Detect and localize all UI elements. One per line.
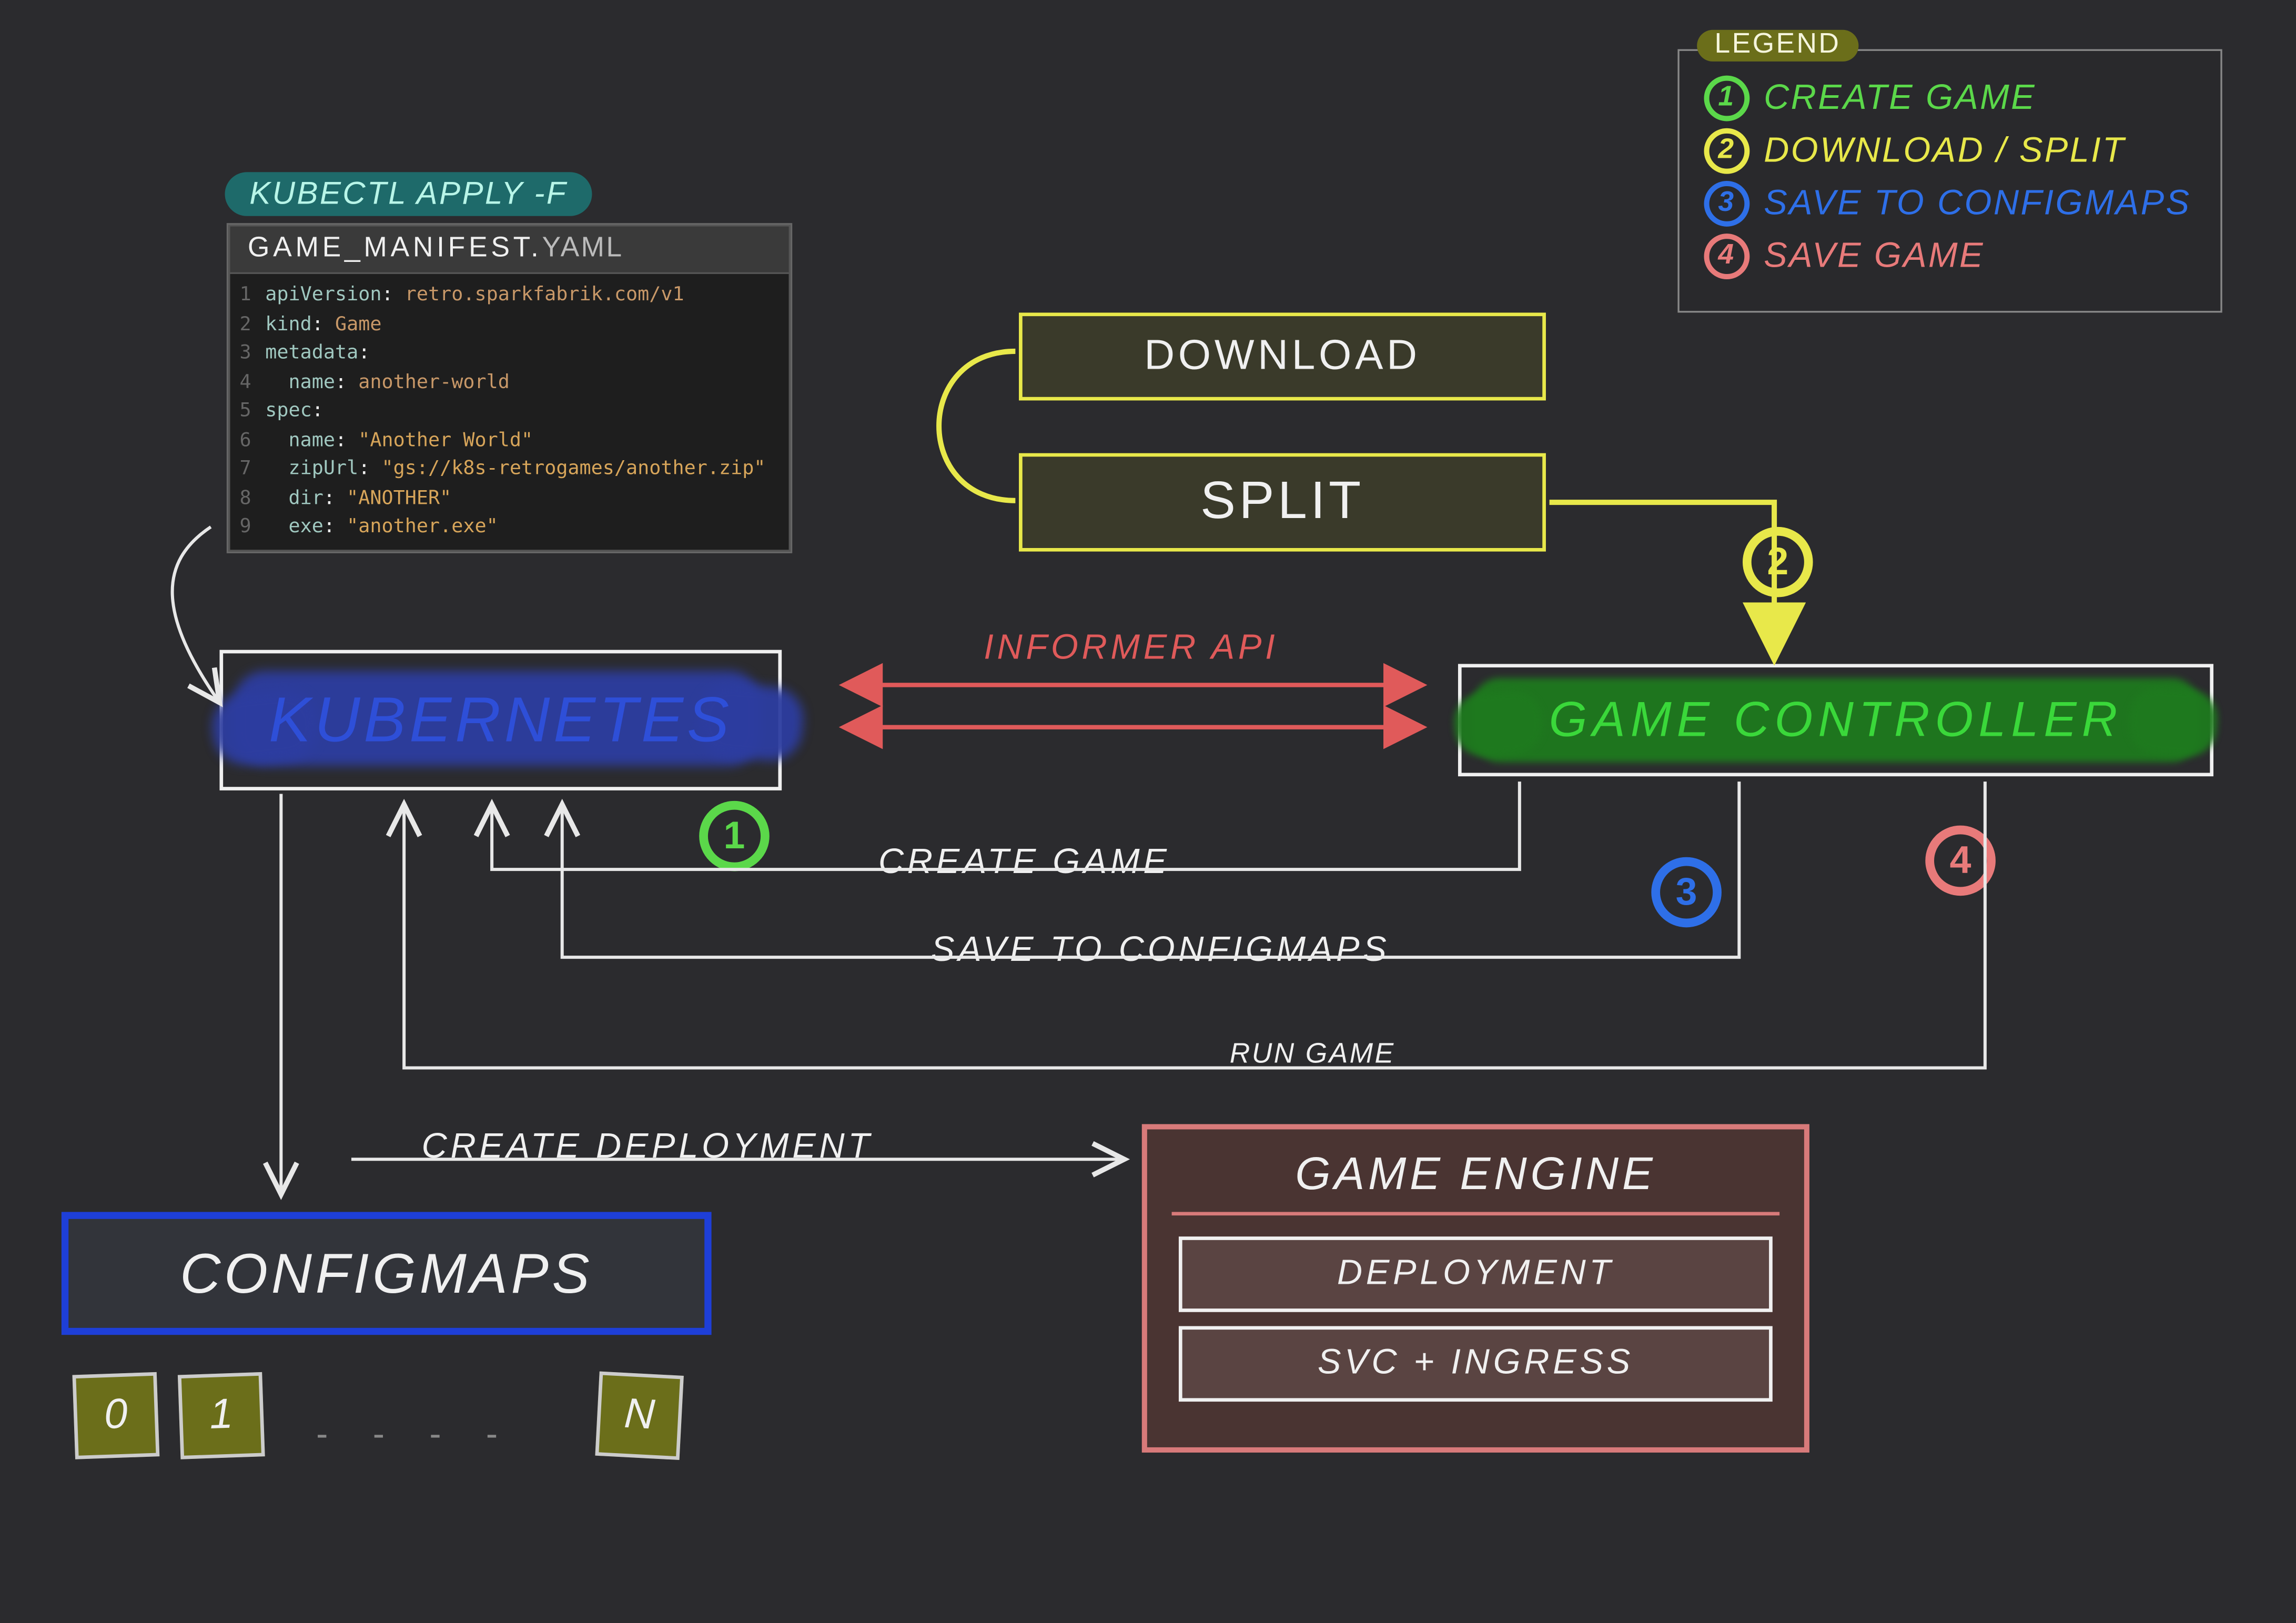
label-create-game: CREATE GAME: [878, 843, 1170, 884]
code-titlebar: GAME_MANIFEST.YAML: [230, 227, 789, 274]
code-title-strong: GAME_MANIFEST.: [248, 234, 542, 263]
configmaps-label: CONFIGMAPS: [180, 1241, 593, 1306]
kubectl-apply-pill: KUBECTL APPLY -F: [225, 172, 592, 216]
code-line: 6 name: "Another World": [230, 426, 789, 455]
label-run-game: RUN GAME: [1230, 1040, 1395, 1071]
step-badge-1: 1: [699, 801, 770, 871]
legend-row-2: 2 DOWNLOAD / SPLIT: [1704, 128, 2192, 174]
legend-step-circle: 4: [1704, 234, 1750, 279]
game-engine-svc-ingress: SVC + INGRESS: [1179, 1326, 1773, 1402]
configmap-chip-1: 1: [178, 1372, 265, 1459]
code-line: 1apiVersion: retro.sparkfabrik.com/v1: [230, 281, 789, 310]
label-save-configmaps: SAVE TO CONFIGMAPS: [931, 931, 1390, 971]
step-badge-3: 3: [1651, 857, 1722, 928]
code-line: 5spec:: [230, 397, 789, 426]
code-line: 4 name: another-world: [230, 368, 789, 397]
game-controller-label: GAME CONTROLLER: [1549, 692, 2123, 748]
step-badge-4: 4: [1925, 826, 1996, 896]
code-window: GAME_MANIFEST.YAML 1apiVersion: retro.sp…: [228, 225, 791, 551]
step-badge-2: 2: [1743, 527, 1813, 597]
configmap-chip-0: 0: [73, 1372, 160, 1459]
arrow-run-game: [404, 782, 1985, 1068]
configmaps-box: CONFIGMAPS: [62, 1212, 712, 1335]
game-engine-title: GAME ENGINE: [1172, 1147, 1780, 1215]
download-box: DOWNLOAD: [1019, 312, 1546, 400]
configmap-dots: - - - -: [316, 1416, 515, 1456]
code-line: 7 zipUrl: "gs://k8s-retrogames/another.z…: [230, 455, 789, 484]
configmap-chip-n: N: [595, 1372, 683, 1460]
label-informer-api: INFORMER API: [984, 629, 1278, 670]
code-line: 3metadata:: [230, 339, 789, 368]
code-line: 9 exe: "another.exe": [230, 513, 789, 542]
legend-step-label: SAVE TO CONFIGMAPS: [1764, 184, 2191, 224]
label-create-deployment: CREATE DEPLOYMENT: [422, 1128, 873, 1168]
code-line: 8 dir: "ANOTHER": [230, 484, 789, 513]
kubernetes-label: KUBERNETES: [269, 683, 733, 757]
code-body: 1apiVersion: retro.sparkfabrik.com/v12ki…: [230, 274, 789, 549]
split-label: SPLIT: [1200, 472, 1364, 532]
kubernetes-box: KUBERNETES: [219, 650, 782, 790]
legend-step-circle: 3: [1704, 181, 1750, 227]
split-box: SPLIT: [1019, 453, 1546, 552]
legend-title: LEGEND: [1697, 30, 1858, 62]
legend-step-circle: 2: [1704, 128, 1750, 174]
legend-step-label: SAVE GAME: [1764, 236, 1985, 277]
diagram-stage: LEGEND 1 CREATE GAME 2 DOWNLOAD / SPLIT 3 SAV…: [0, 0, 2296, 1623]
legend-step-label: DOWNLOAD / SPLIT: [1764, 131, 2126, 171]
legend-row-3: 3 SAVE TO CONFIGMAPS: [1704, 181, 2192, 227]
arrow-split-to-gc-v: [1550, 502, 1774, 650]
arrow-code-to-kube: [173, 527, 220, 703]
game-engine-deployment: DEPLOYMENT: [1179, 1236, 1773, 1312]
legend-step-circle: 1: [1704, 76, 1750, 121]
legend-box: LEGEND 1CREATE GAME2DOWNLOAD / SPLIT3SAV…: [1677, 49, 2222, 313]
legend-row-4: 4 SAVE GAME: [1704, 234, 2192, 279]
game-engine-box: GAME ENGINE DEPLOYMENT SVC + INGRESS: [1142, 1124, 1809, 1453]
arrow-dl-split-loop: [939, 351, 1015, 501]
game-controller-box: GAME CONTROLLER: [1458, 664, 2213, 776]
legend-step-label: CREATE GAME: [1764, 78, 2036, 119]
code-title-ext: YAML: [542, 234, 624, 263]
legend-row-1: 1 CREATE GAME: [1704, 76, 2192, 121]
code-line: 2kind: Game: [230, 310, 789, 339]
download-label: DOWNLOAD: [1144, 332, 1420, 381]
